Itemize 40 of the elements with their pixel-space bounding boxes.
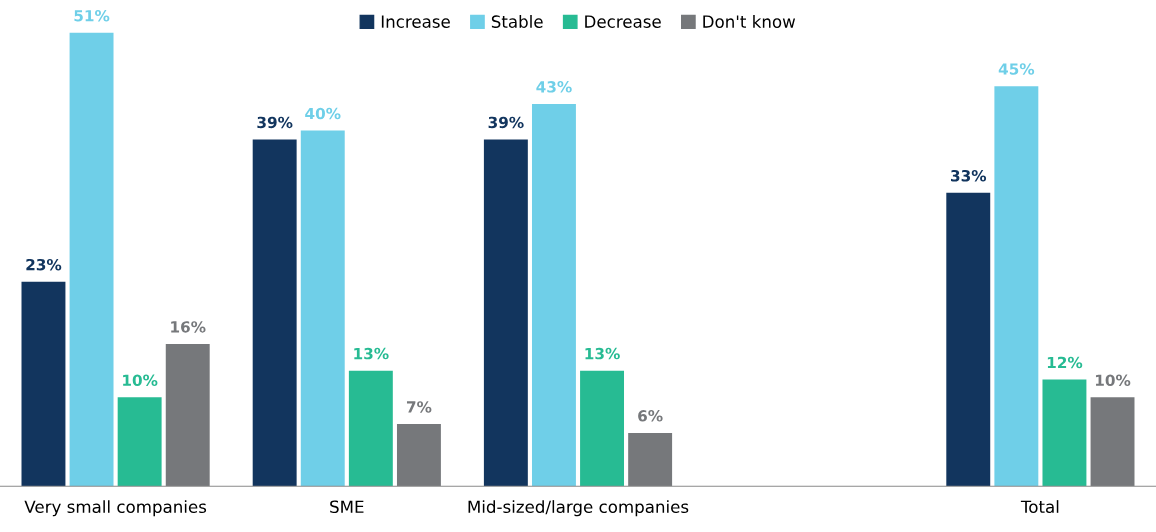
bar xyxy=(252,139,297,487)
data-label: 43% xyxy=(536,81,572,93)
bar xyxy=(21,281,66,487)
bar xyxy=(994,86,1039,487)
x-tick-label: Total xyxy=(1020,500,1059,514)
legend-label: Don't know xyxy=(703,15,796,28)
data-label: 39% xyxy=(257,116,293,129)
data-label: 6% xyxy=(638,410,663,422)
bar xyxy=(117,397,162,487)
data-label: 10% xyxy=(1095,374,1131,387)
bar xyxy=(628,432,673,487)
legend-label: Stable xyxy=(491,15,543,28)
bar xyxy=(483,139,528,487)
data-label: 12% xyxy=(1047,356,1083,369)
bar xyxy=(165,343,210,487)
bar xyxy=(1090,397,1135,487)
data-label: 13% xyxy=(354,347,389,360)
bar xyxy=(946,192,991,487)
data-label: 10% xyxy=(123,374,158,387)
bar xyxy=(396,424,441,487)
data-label: 13% xyxy=(585,347,620,360)
data-label: 16% xyxy=(171,321,206,333)
bar xyxy=(348,370,393,487)
x-tick-label: SME xyxy=(330,500,364,514)
data-label: 7% xyxy=(406,401,432,413)
data-label: 39% xyxy=(488,116,524,129)
data-label: 23% xyxy=(26,258,62,271)
legend-label: Decrease xyxy=(585,15,661,28)
bar xyxy=(531,103,576,487)
x-tick-label: Very small companies xyxy=(24,500,207,517)
data-label: 51% xyxy=(74,9,110,22)
bar xyxy=(1042,379,1087,487)
legend-label: Increase xyxy=(381,15,450,28)
x-tick-label: Mid-sized/large companies xyxy=(468,500,689,517)
data-label: 45% xyxy=(998,63,1035,75)
bar xyxy=(69,32,114,487)
data-label: 40% xyxy=(305,107,341,120)
data-label: 33% xyxy=(951,169,987,182)
bar xyxy=(580,370,625,487)
bar xyxy=(300,130,345,487)
